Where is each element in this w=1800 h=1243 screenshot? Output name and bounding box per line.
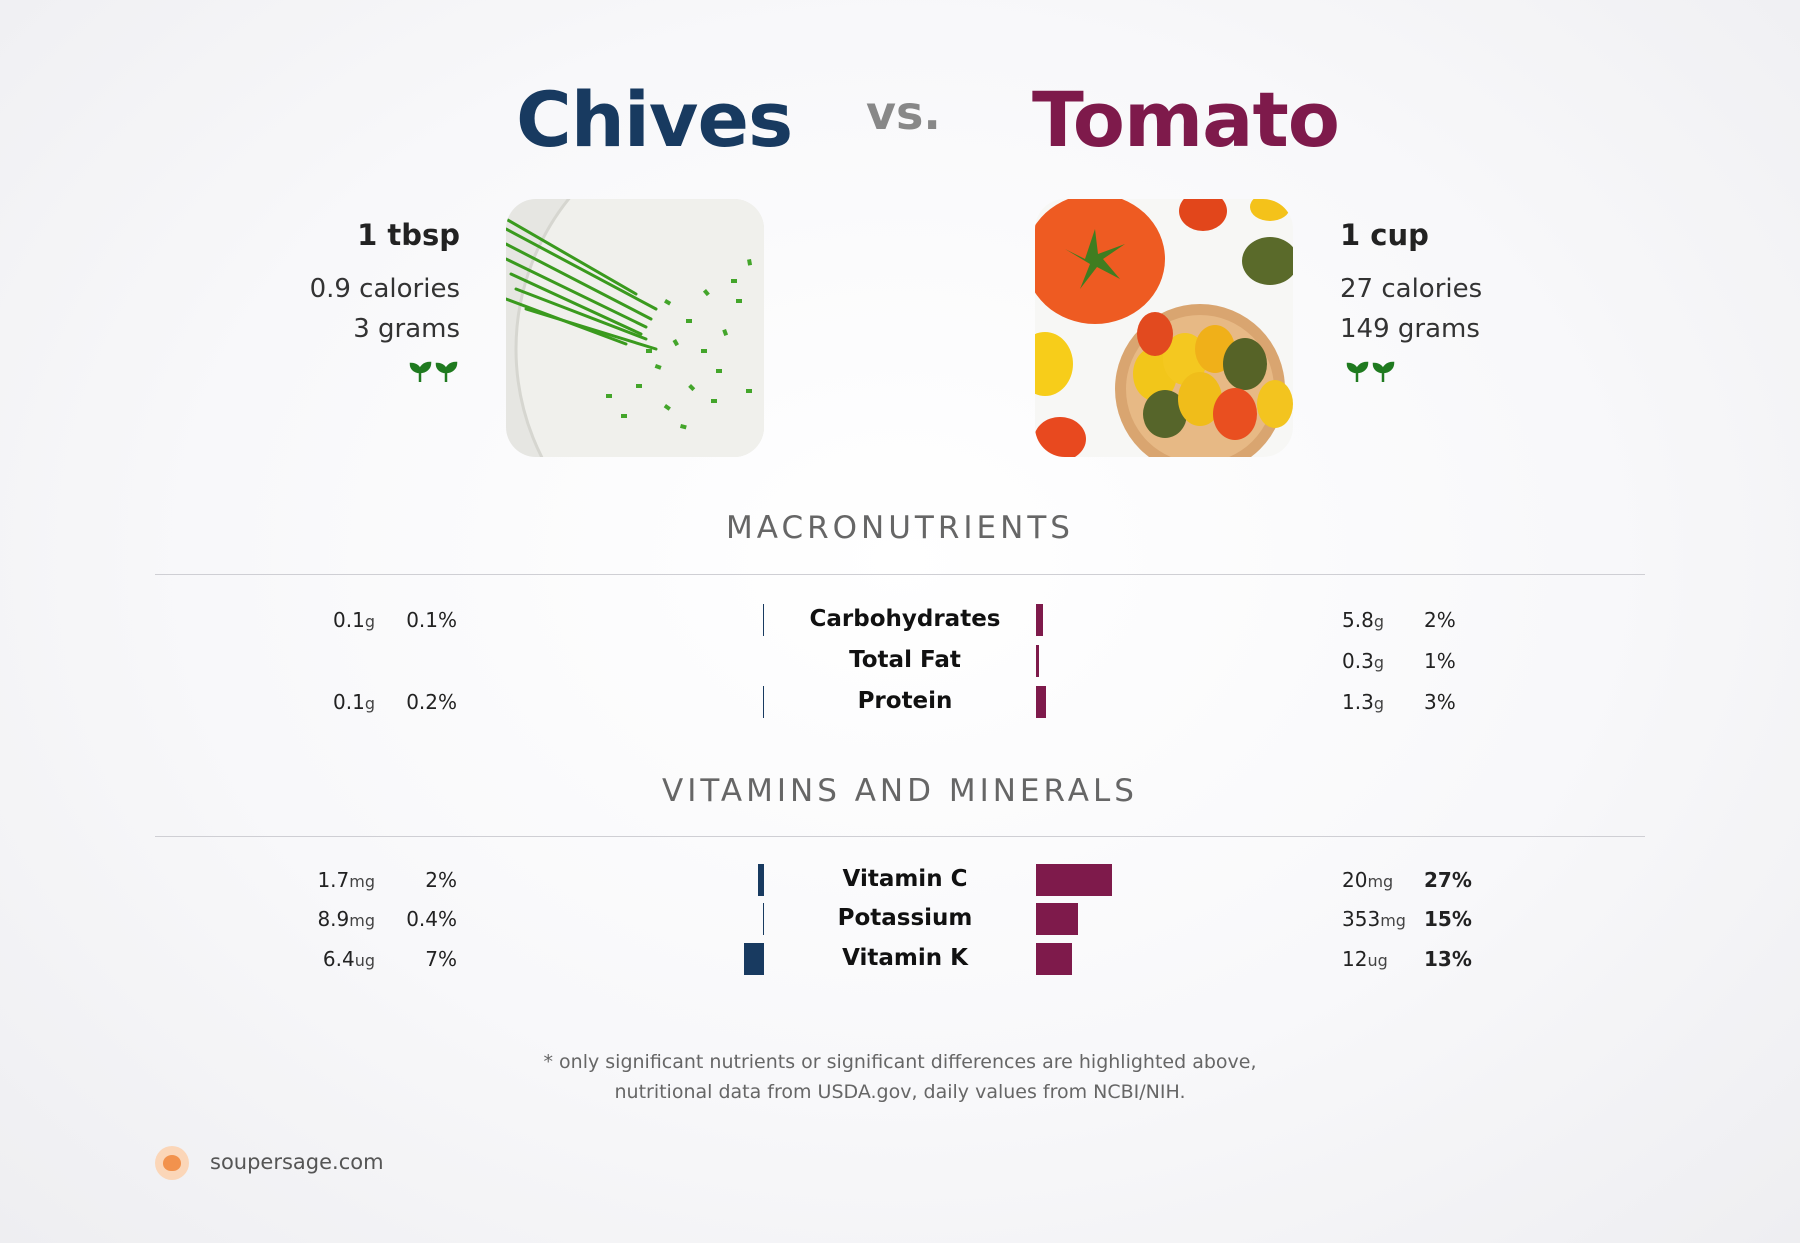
footnote-line1: * only significant nutrients or signific…: [543, 1051, 1257, 1073]
right-percent: 3%: [1424, 690, 1456, 714]
right-unit: g: [1373, 653, 1384, 672]
right-bar: [1036, 604, 1043, 636]
right-percent: 2%: [1424, 608, 1456, 632]
vitamins-divider: [155, 836, 1645, 837]
right-percent: 27%: [1424, 868, 1472, 892]
right-amount: 12ug: [1342, 947, 1388, 971]
left-unit: g: [364, 612, 375, 631]
sprout-icon: [1346, 361, 1395, 382]
nutrient-label: Protein: [857, 688, 953, 714]
left-food-title: Chives: [516, 75, 793, 164]
right-bar: [1036, 903, 1078, 935]
right-amount: 1.3g: [1342, 690, 1384, 714]
right-bar: [1036, 645, 1040, 677]
macros-section-title: MACRONUTRIENTS: [726, 510, 1074, 546]
left-amount: 6.4ug: [322, 947, 375, 971]
right-unit: mg: [1380, 911, 1406, 930]
right-sprout-icon: [1345, 360, 1397, 388]
left-unit: g: [364, 694, 375, 713]
right-bar: [1036, 686, 1046, 718]
left-unit: ug: [354, 951, 375, 970]
right-unit: mg: [1367, 872, 1394, 891]
right-unit: g: [1373, 694, 1384, 713]
right-unit: ug: [1367, 951, 1388, 970]
left-unit: mg: [349, 872, 375, 891]
nutrient-label: Vitamin K: [842, 945, 968, 971]
brand-link[interactable]: soupersage.com: [210, 1150, 384, 1174]
right-percent: 13%: [1424, 947, 1472, 971]
nutrient-label: Total Fat: [849, 647, 961, 673]
right-grams: 149 grams: [1340, 314, 1480, 344]
footnote-line2: nutritional data from USDA.gov, daily va…: [614, 1081, 1186, 1103]
left-amount: 0.1g: [333, 608, 375, 632]
right-food-title: Tomato: [1032, 75, 1340, 164]
right-calories: 27 calories: [1340, 274, 1483, 304]
right-percent: 15%: [1424, 907, 1472, 931]
sprout-icon: [409, 361, 458, 382]
left-sprout-icon: [408, 360, 460, 388]
right-amount: 353mg: [1342, 907, 1406, 931]
right-amount: 20mg: [1342, 868, 1394, 892]
left-bar: [758, 864, 764, 896]
macros-divider: [155, 574, 1645, 575]
nutrient-label: Carbohydrates: [809, 606, 1001, 632]
right-bar: [1036, 864, 1112, 896]
left-amount: 8.9mg: [317, 907, 375, 931]
left-percent: 0.2%: [406, 690, 457, 714]
left-bar: [762, 604, 764, 636]
right-percent: 1%: [1424, 649, 1456, 673]
left-bar: [762, 686, 764, 718]
left-percent: 7%: [425, 947, 457, 971]
left-unit: mg: [349, 911, 375, 930]
left-amount: 0.1g: [333, 690, 375, 714]
vs-label: vs.: [866, 86, 941, 140]
nutrient-label: Potassium: [837, 905, 973, 931]
left-percent: 2%: [425, 868, 457, 892]
tomato-photo: [1035, 199, 1293, 457]
right-bar: [1036, 943, 1073, 975]
left-percent: 0.4%: [406, 907, 457, 931]
right-amount: 0.3g: [1342, 649, 1384, 673]
right-unit: g: [1373, 612, 1384, 631]
left-bar: [762, 903, 764, 935]
left-calories: 0.9 calories: [309, 274, 460, 304]
left-serving: 1 tbsp: [357, 218, 460, 252]
nutrient-label: Vitamin C: [842, 866, 968, 892]
left-amount: 1.7mg: [317, 868, 375, 892]
left-grams: 3 grams: [353, 314, 460, 344]
chives-photo: [506, 199, 764, 457]
left-percent: 0.1%: [406, 608, 457, 632]
soupersage-logo-icon: [155, 1146, 189, 1180]
left-bar: [744, 943, 764, 975]
right-serving: 1 cup: [1340, 218, 1429, 252]
vitamins-section-title: VITAMINS AND MINERALS: [662, 773, 1138, 809]
right-amount: 5.8g: [1342, 608, 1384, 632]
